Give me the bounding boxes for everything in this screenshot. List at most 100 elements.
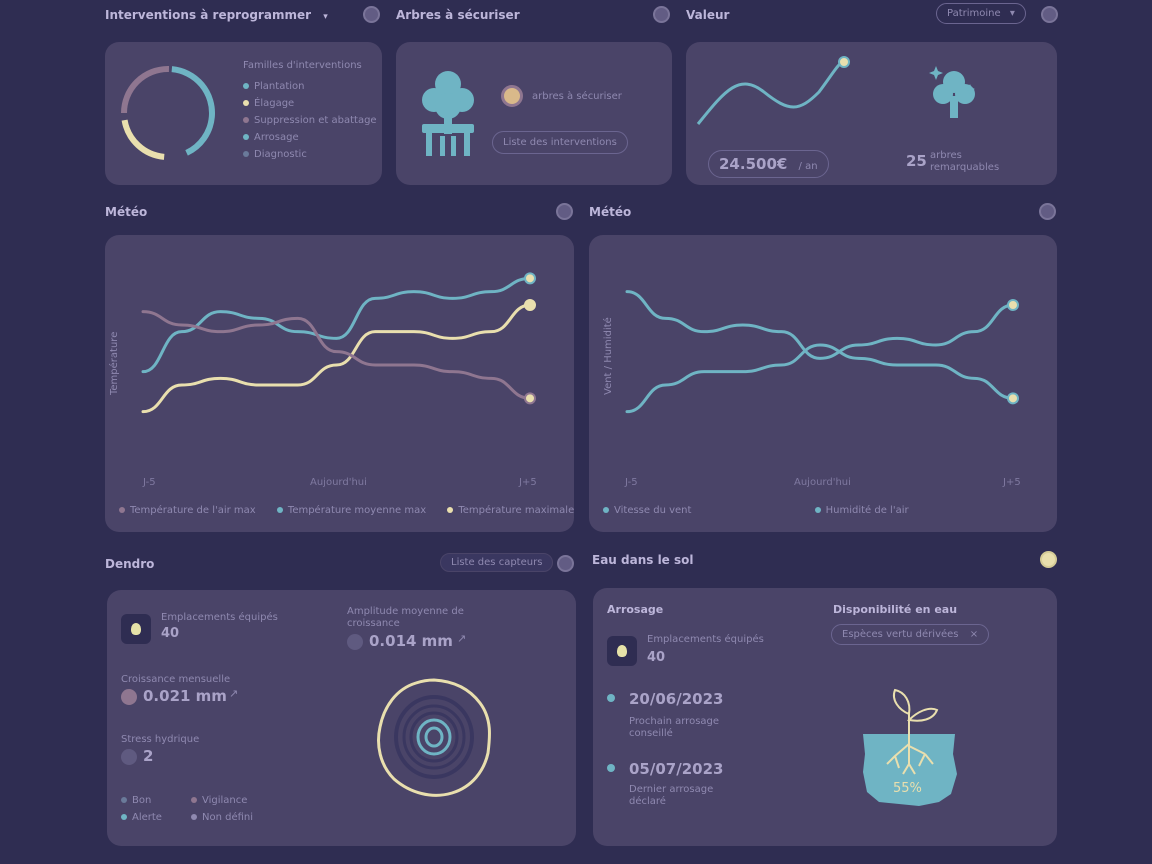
legend-item: Alerte [121,809,191,826]
eau-title: Eau dans le sol [592,553,694,567]
x-tick: J-5 [143,477,156,488]
trees-label: arbres remarquables [930,150,1000,173]
legend-title: Familles d'interventions [243,60,362,71]
dispo-heading: Disponibilité en eau [833,603,958,616]
settings-gear-icon[interactable] [557,555,574,572]
legend-item: Bon [121,792,191,809]
amp-label: Amplitude moyenne de croissance [347,606,464,629]
x-tick: J-5 [625,477,638,488]
close-icon[interactable]: × [969,629,979,640]
x-tick: J+5 [1003,477,1021,488]
chart-legend-1: Température de l'air max Température moy… [119,505,592,516]
dendro-title: Dendro [105,557,155,571]
meteo-title-1: Météo [105,205,148,219]
legend-item: Non défini [191,809,253,826]
legend-item: Diagnostic [243,146,377,163]
series-end-point-1[interactable] [524,272,536,285]
arbres-count-label: arbres à sécuriser [532,91,622,102]
interventions-card: Familles d'interventions Plantation Élag… [105,42,382,185]
valeur-unit: / an [798,161,818,172]
legend-item: Vigilance [191,792,247,809]
growth-icon [121,689,137,705]
remarkable-tree-icon [929,66,975,118]
species-select-value: Espèces vertu dérivées [842,629,959,640]
legend-item: Température moyenne max [276,505,426,516]
tree-barrier-icon [422,71,474,156]
meteo-line-chart-1 [141,272,536,414]
notification-icon[interactable] [1040,551,1057,568]
legend-item: Plantation [243,78,377,95]
alert-icon [501,85,523,107]
series-end-point-1[interactable] [1007,299,1019,311]
valeur-title: Valeur [686,8,730,22]
meteo-chart-card-2: Vent / Humidité J-5 Aujourd'hui J+5 Vite… [589,235,1057,532]
sensors-value: 40 [161,626,180,641]
stress-label: Stress hydrique [121,734,200,745]
legend-item: Humidité de l'air [814,505,909,516]
legend-item: Arrosage [243,129,377,146]
sensors-list-button[interactable]: Liste des capteurs [440,553,554,572]
settings-gear-icon[interactable] [363,6,380,23]
dendro-legend: Bon Vigilance Alerte Non défini [121,792,291,826]
chart-legend-2: Vitesse du vent Humidité de l'air [603,505,927,516]
settings-gear-icon[interactable] [1041,6,1058,23]
valeur-amount-box: 24.500€ / an [708,150,829,178]
meteo-title-2: Météo [589,205,632,219]
valeur-select[interactable]: Patrimoine ▾ [936,3,1026,24]
valeur-select-value: Patrimoine [947,8,1001,19]
chevron-down-icon[interactable]: ▾ [323,12,328,22]
settings-gear-icon[interactable] [1039,203,1056,220]
amp-value: 0.014 mm [369,632,453,650]
meteo-chart-card-1: Température J-5 Aujourd'hui J+5 Températ… [105,235,574,532]
species-select[interactable]: Espèces vertu dérivées × [831,624,990,645]
valeur-trend-line [696,56,850,125]
legend-item: Température maximale [447,505,574,516]
series-line-3 [141,310,532,400]
interventions-list-button[interactable]: Liste des interventions [492,131,628,154]
dendro-card: Emplacements équipés 40 Amplitude moyenn… [107,590,576,846]
soil-sprout-icon [863,688,957,806]
settings-gear-icon[interactable] [653,6,670,23]
series-line-2 [625,343,1015,414]
trend-up-icon: ↗ [457,632,467,645]
water-drop-icon [607,764,615,772]
sensors-label: Emplacements équipés [647,634,764,645]
chevron-down-icon: ▾ [1009,8,1015,19]
arbres-title: Arbres à sécuriser [396,8,520,22]
stress-icon [121,749,137,765]
series-end-point-3[interactable] [524,392,536,405]
water-percent: 55% [893,781,922,796]
meteo-line-chart-2 [625,290,1019,414]
trees-count: 25 [906,152,927,170]
x-tick: Aujourd'hui [794,477,851,488]
sensor-icon [607,636,637,666]
eau-card: Arrosage Disponibilité en eau Espèces ve… [593,588,1057,846]
valeur-amount: 24.500€ [719,155,788,173]
interventions-donut [121,66,215,160]
settings-gear-icon[interactable] [556,203,573,220]
growth-label: Croissance mensuelle [121,674,231,685]
x-tick: J+5 [519,477,537,488]
last-watering-label: Dernier arrosage déclaré [629,784,714,807]
legend-item: Vitesse du vent [603,505,691,516]
series-end-point-2[interactable] [524,299,536,311]
x-tick: Aujourd'hui [310,477,367,488]
series-line-2 [141,303,532,414]
legend-item: Élagage [243,95,377,112]
tree-ring-icon [377,678,492,797]
legend-item: Suppression et abattage [243,112,377,129]
arbres-card: arbres à sécuriser Liste des interventio… [396,42,672,185]
legend-item: Température de l'air max [119,505,256,516]
growth-value: 0.021 mm [143,687,227,705]
water-drop-icon [607,694,615,702]
interventions-title: Interventions à reprogrammer ▾ [105,8,328,22]
series-end-point-2[interactable] [1007,392,1019,405]
sensor-icon [121,614,151,644]
valeur-card: 24.500€ / an 25 arbres remarquables [686,42,1057,185]
amp-icon [347,634,363,650]
trend-up-icon: ↗ [229,687,239,700]
interventions-legend: Plantation Élagage Suppression et abatta… [243,78,377,163]
series-line-1 [141,276,532,374]
last-watering-date: 05/07/2023 [629,760,724,778]
series-line-1 [625,290,1015,360]
